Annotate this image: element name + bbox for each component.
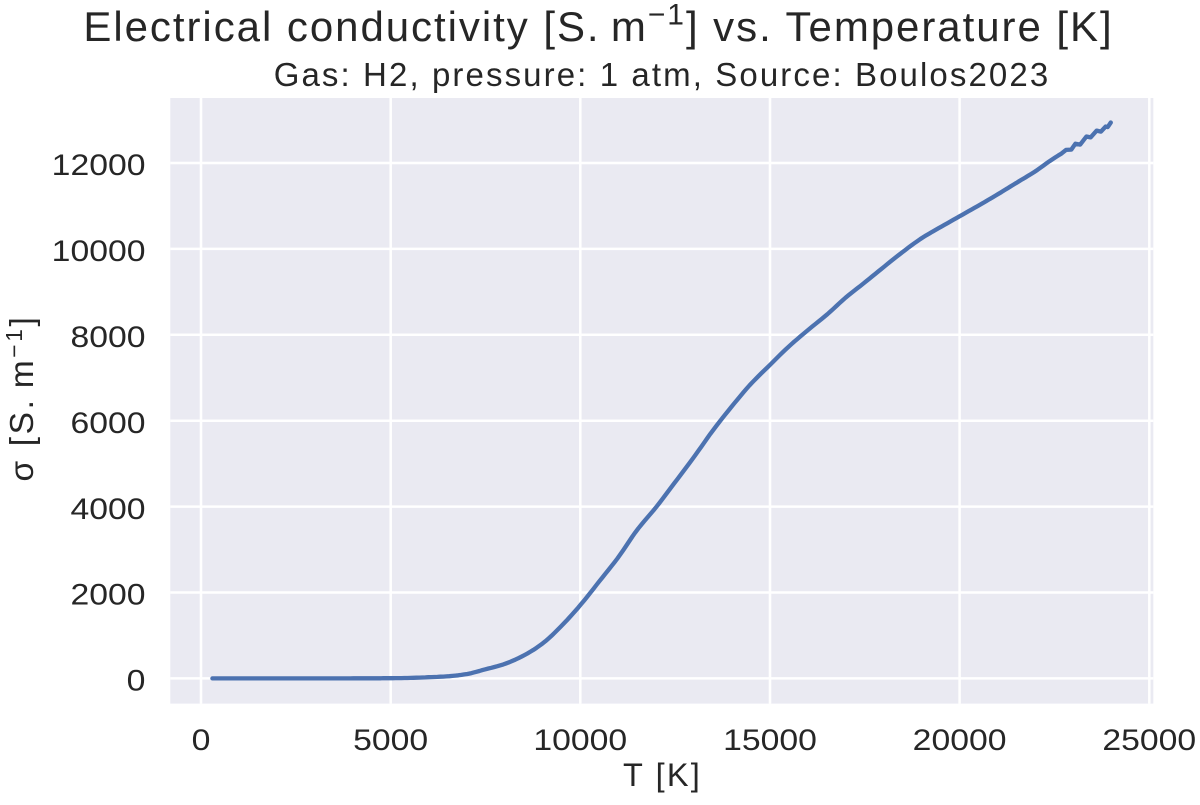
svg-text:15000: 15000 <box>723 724 817 757</box>
svg-text:12000: 12000 <box>52 149 146 182</box>
svg-text:10000: 10000 <box>52 235 146 268</box>
svg-text:25000: 25000 <box>1102 724 1196 757</box>
svg-text:20000: 20000 <box>913 724 1007 757</box>
svg-text:Electrical conductivity [S. m−: Electrical conductivity [S. m−1] vs. Tem… <box>83 0 1113 50</box>
svg-text:T [K]: T [K] <box>623 757 702 793</box>
svg-text:0: 0 <box>127 665 146 698</box>
svg-text:6000: 6000 <box>71 407 146 440</box>
svg-text:Gas: H2, pressure: 1 atm, Sour: Gas: H2, pressure: 1 atm, Source: Boulos… <box>274 56 1051 93</box>
svg-text:10000: 10000 <box>533 724 627 757</box>
svg-text:5000: 5000 <box>353 724 428 757</box>
svg-text:8000: 8000 <box>71 321 146 354</box>
svg-text:2000: 2000 <box>71 579 146 612</box>
svg-text:4000: 4000 <box>71 493 146 526</box>
svg-text:0: 0 <box>192 724 211 757</box>
